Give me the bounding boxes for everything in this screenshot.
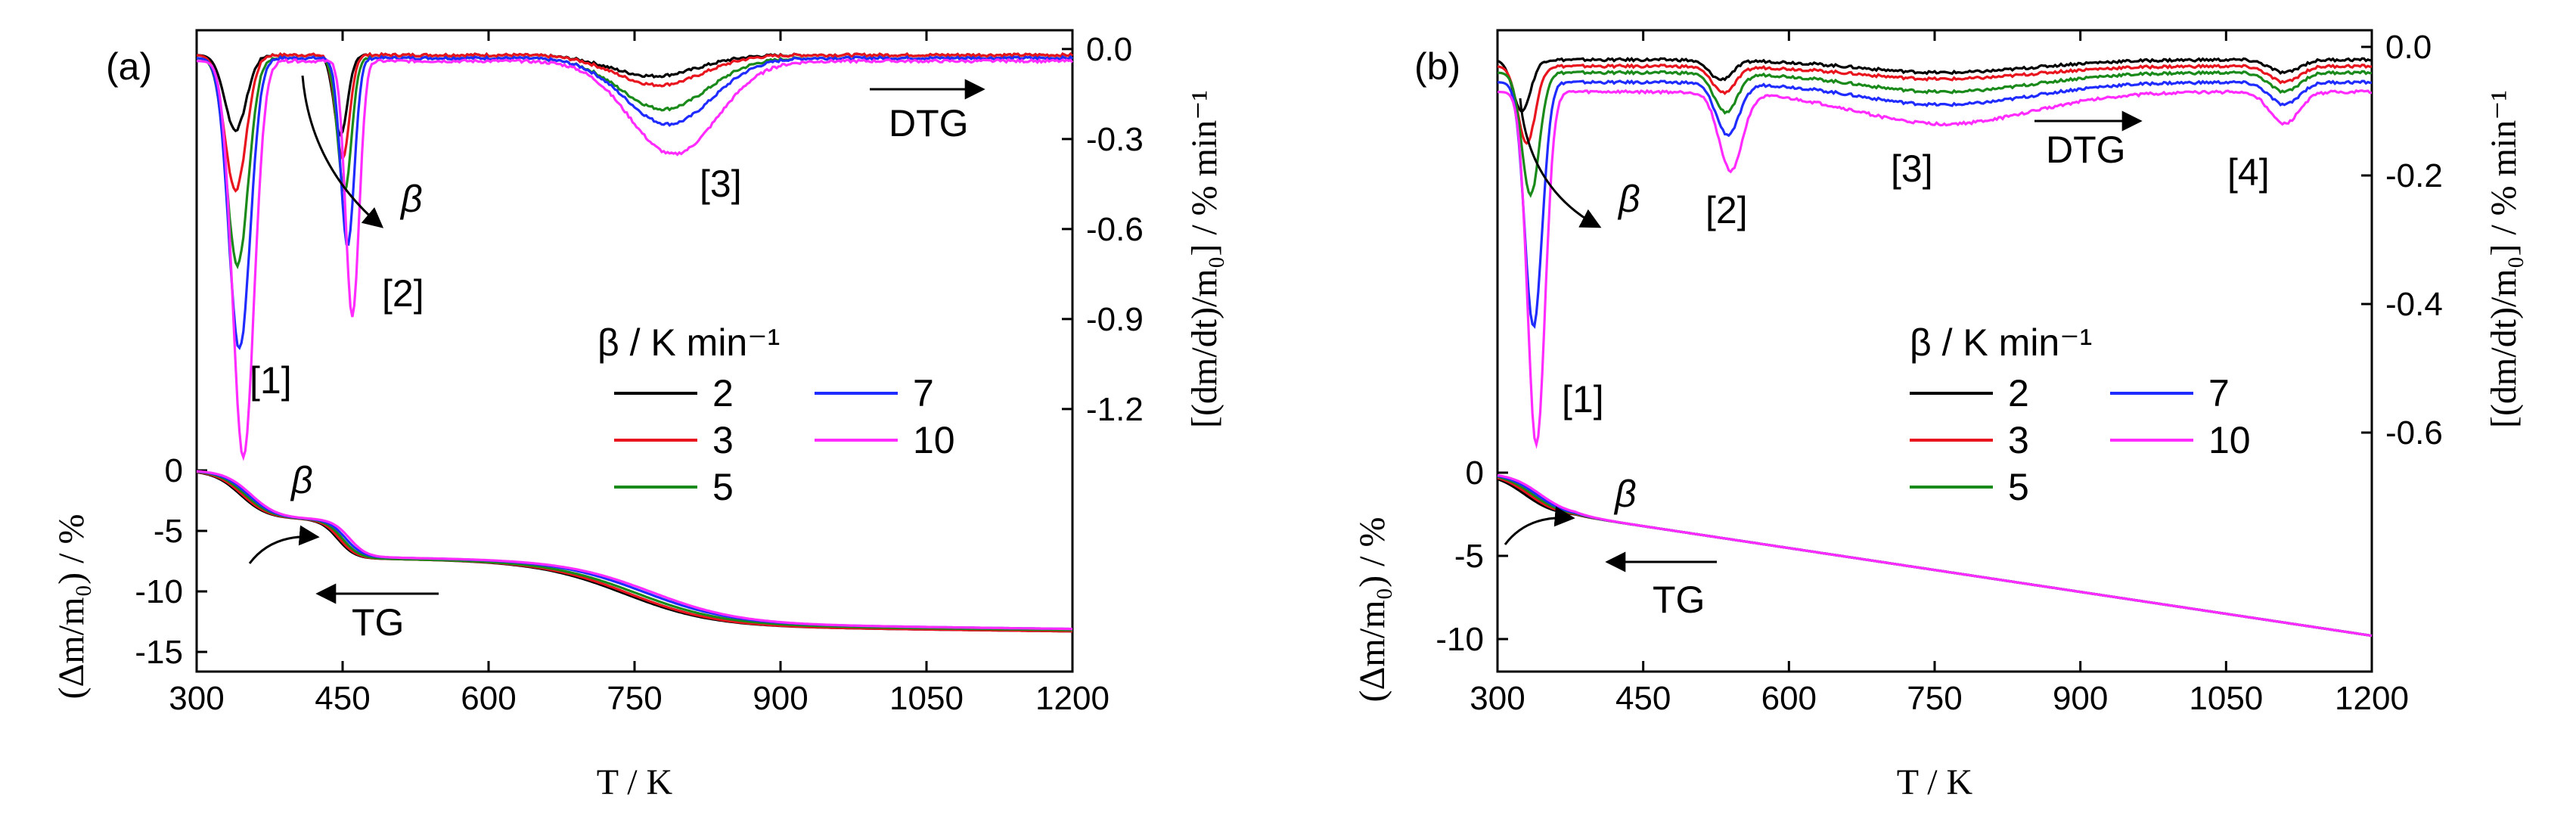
y-left-axis-label: (Δm/m₀) / %	[51, 514, 92, 700]
legend-label-3: 3	[2008, 419, 2029, 461]
beta-arrow-dtg	[301, 75, 384, 228]
panel-label: (a)	[106, 45, 152, 88]
dtg-series-7	[1497, 79, 2373, 329]
x-tick-label: 300	[1470, 680, 1525, 717]
dtg-series-2	[1497, 57, 2373, 113]
legend: β / K min⁻¹ 2 3 5 7 10	[597, 321, 955, 508]
x-tick-label: 1050	[889, 680, 964, 717]
peak-label-1: [1]	[1562, 378, 1604, 420]
legend-label-3: 3	[712, 419, 734, 461]
x-tick-label: 600	[1761, 680, 1817, 717]
y-right-axis-label: [(dm/dt)/m₀] / % min⁻¹	[2484, 90, 2524, 428]
legend-label-5: 5	[2008, 466, 2029, 508]
beta-label-tg: β	[290, 459, 313, 501]
tg-y-tick-label: -10	[135, 573, 183, 610]
panel-label: (b)	[1414, 45, 1460, 88]
legend-label-5: 5	[712, 466, 734, 508]
dtg-y-tick-label: -0.3	[1086, 121, 1144, 158]
x-tick-label: 1050	[2189, 680, 2263, 717]
x-tick-label: 750	[1907, 680, 1962, 717]
dtg-y-tick-label: 0.0	[2385, 29, 2432, 66]
beta-label-tg: β	[1613, 473, 1637, 515]
peak-label-2: [2]	[1705, 189, 1748, 231]
tg-label: TG	[1653, 579, 1705, 621]
x-tick-label: 900	[753, 680, 808, 717]
legend-label-2: 2	[2008, 372, 2029, 414]
x-tick-label: 1200	[2335, 680, 2409, 717]
tg-series-7	[196, 470, 1072, 631]
dtg-label: DTG	[889, 102, 969, 144]
tg-y-tick-label: -5	[154, 513, 183, 550]
legend: β / K min⁻¹ 2 3 5 7 10	[1910, 321, 2251, 508]
dtg-y-tick-label: -1.2	[1086, 391, 1144, 428]
peak-label-3: [3]	[700, 163, 742, 205]
dtg-y-tick-label: -0.2	[2385, 157, 2443, 194]
tg-y-tick-label: 0	[165, 452, 183, 489]
dtg-series-10	[196, 57, 1074, 461]
beta-arrow-tg	[1504, 506, 1575, 545]
tg-y-tick-label: 0	[1466, 455, 1484, 492]
y-left-axis-label: (Δm/m₀) / %	[1352, 517, 1392, 703]
tg-series-10	[196, 470, 1072, 631]
tg-y-tick-label: -10	[1435, 621, 1484, 658]
x-tick-label: 1200	[1035, 680, 1110, 717]
dtg-y-tick-label: -0.4	[2385, 286, 2443, 323]
dtg-y-tick-label: -0.9	[1086, 301, 1144, 338]
dtg-y-tick-label: 0.0	[1086, 31, 1132, 68]
tg-label: TG	[352, 601, 404, 644]
x-tick-label: 750	[607, 680, 662, 717]
x-tick-label: 450	[315, 680, 370, 717]
legend-title: β / K min⁻¹	[1910, 321, 2092, 364]
x-tick-label: 300	[169, 680, 224, 717]
panel-b: 300 450 600 750 900 1050 1200 T / K 0 -5 -10 (Δm/m₀…	[1352, 29, 2524, 802]
x-tick-label: 600	[461, 680, 516, 717]
tg-series-5	[196, 470, 1072, 631]
x-tick-label: 450	[1615, 680, 1671, 717]
beta-arrow-tg	[248, 525, 320, 564]
legend-title: β / K min⁻¹	[597, 321, 780, 364]
legend-label-10: 10	[2208, 419, 2251, 461]
y-right-axis-label: [(dm/dt)/m₀] / % min⁻¹	[1184, 90, 1224, 428]
x-axis-label: T / K	[1897, 762, 1973, 802]
x-axis-label: T / K	[597, 762, 673, 802]
legend-label-7: 7	[913, 372, 934, 414]
tg-series-10	[1497, 473, 2373, 638]
dtg-y-tick-label: -0.6	[1086, 211, 1144, 248]
tg-y-tick-label: -5	[1454, 538, 1484, 575]
dtg-series-3	[1497, 63, 2373, 145]
beta-label-dtg: β	[1617, 178, 1640, 220]
dtg-y-tick-label: -0.6	[2385, 414, 2443, 451]
tg-series-2	[196, 470, 1072, 633]
tg-series-3	[196, 470, 1072, 633]
dtg-series-5	[1497, 70, 2373, 198]
peak-label-2: [2]	[382, 272, 424, 315]
beta-arrow-dtg	[1519, 98, 1602, 228]
legend-label-7: 7	[2208, 372, 2230, 414]
peak-label-3: [3]	[1891, 147, 1933, 190]
dtg-series-7	[196, 54, 1074, 350]
x-tick-label: 900	[2053, 680, 2108, 717]
dtg-label: DTG	[2046, 129, 2126, 171]
peak-label-4: [4]	[2227, 151, 2270, 194]
legend-label-10: 10	[913, 419, 955, 461]
dtg-series-10	[1497, 88, 2373, 449]
tg-y-tick-label: -15	[135, 634, 183, 671]
peak-label-1: [1]	[250, 359, 292, 402]
beta-label-dtg: β	[399, 178, 423, 220]
panel-a: 300 450 600 750 900 1050 1200 T / K 0 -5 -10 -15 (Δm…	[51, 29, 1224, 802]
legend-label-2: 2	[712, 372, 734, 414]
